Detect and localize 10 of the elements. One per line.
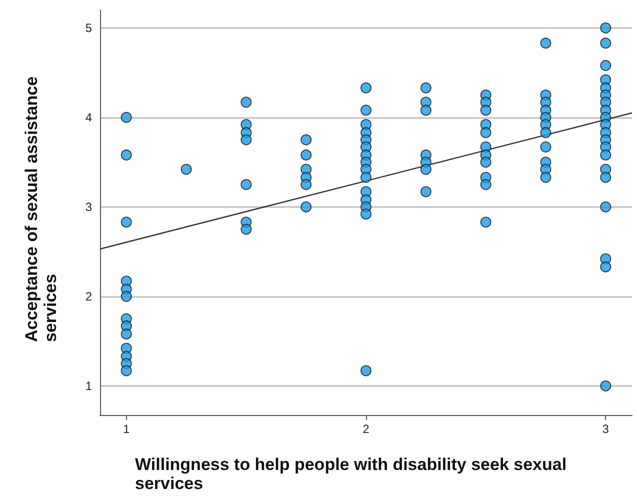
- x-tick-label: 1: [123, 422, 130, 436]
- y-axis-title: Acceptance of sexual assistance services: [22, 72, 60, 342]
- y-tick-label: 5: [85, 20, 92, 35]
- y-tick-label: 3: [85, 200, 92, 214]
- y-tick-label: 4: [85, 110, 92, 124]
- x-axis-title: Willingness to help people with disability seek sexual services: [135, 455, 572, 493]
- x-tick-label: 3: [602, 422, 610, 436]
- x-tick-label: 2: [362, 422, 370, 436]
- y-tick-label: 1: [85, 378, 92, 393]
- y-tick-label: 2: [85, 289, 92, 304]
